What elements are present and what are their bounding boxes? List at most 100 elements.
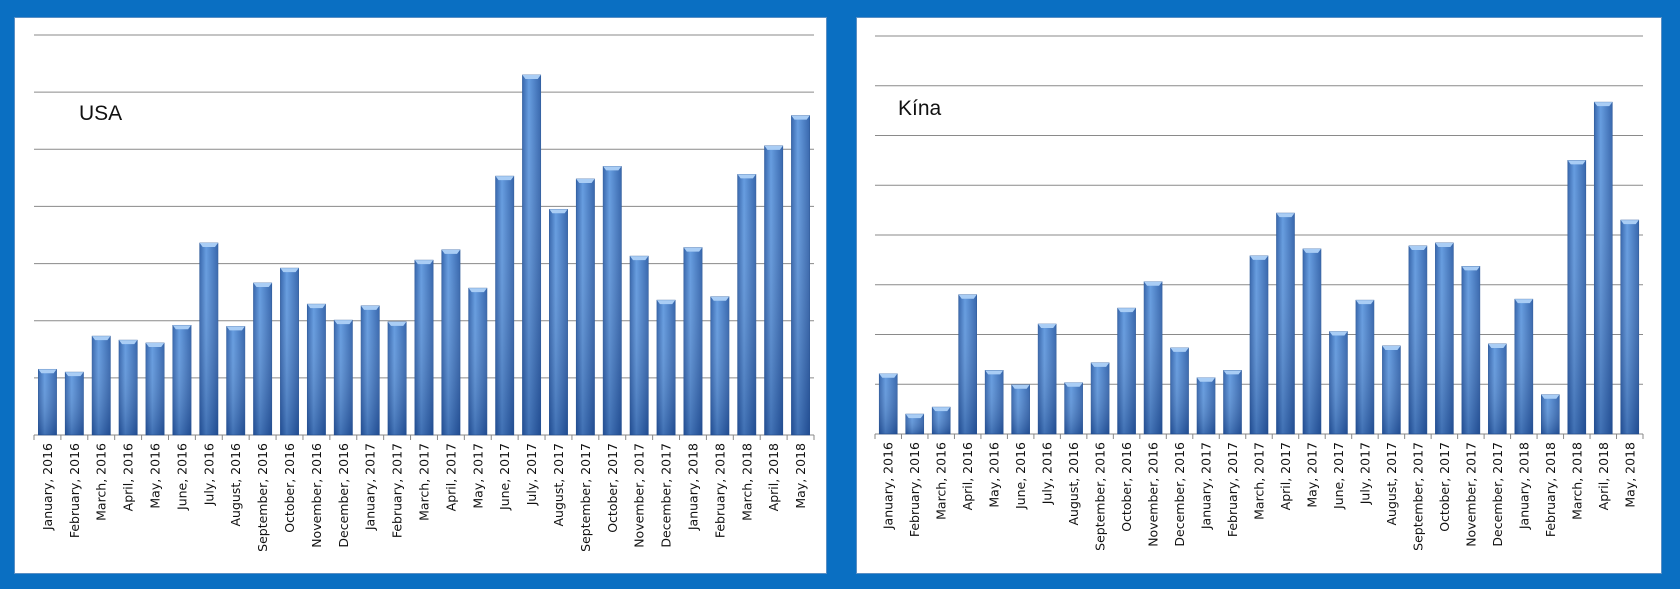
x-tick-label: December, 2016 [1172, 442, 1187, 547]
china-chart: January, 2016 February, 2016 March, 2016 Ap… [874, 35, 1644, 551]
x-tick-label: February, 2017 [390, 443, 405, 538]
x-tick-label: September, 2017 [1410, 442, 1425, 551]
bar-shade [1541, 394, 1560, 434]
x-tick-label: April, 2016 [121, 443, 136, 511]
bar-cap [958, 294, 977, 299]
bar-shade [361, 305, 380, 435]
x-tick-label: January, 2017 [1199, 442, 1214, 530]
bar-shade [932, 407, 951, 434]
bar-shade [65, 372, 84, 435]
bar-cap [1567, 160, 1586, 165]
bar-shade [1302, 248, 1321, 434]
bar-shade [1435, 242, 1454, 434]
x-tick-label: March, 2017 [1252, 442, 1267, 520]
bar-cap [253, 283, 272, 287]
bar-cap [118, 340, 138, 345]
bar-cap [1594, 102, 1613, 107]
bar-cap [1514, 299, 1533, 304]
x-tick-label: January, 2017 [363, 443, 378, 531]
bar-cap [1488, 343, 1507, 348]
bar-shade [172, 325, 192, 435]
x-tick-label: April, 2016 [960, 442, 975, 510]
x-tick-label: July, 2016 [201, 443, 216, 506]
bar-shade [1408, 245, 1427, 434]
x-tick-label: November, 2016 [1146, 442, 1161, 547]
x-tick-label: June, 2017 [497, 443, 512, 511]
bar-shade [576, 179, 595, 435]
x-tick-label: November, 2017 [632, 443, 647, 548]
bar-shade [1197, 377, 1216, 434]
x-tick-label: March, 2016 [934, 442, 949, 520]
x-tick-label: August, 2017 [1384, 442, 1399, 526]
bar-cap [603, 166, 622, 171]
bar-cap [1302, 248, 1321, 253]
x-tick-label: March, 2018 [1569, 442, 1584, 520]
bar-shade [145, 343, 165, 435]
bar-cap [1144, 281, 1163, 286]
bar-cap [522, 75, 541, 79]
bar-shade [1461, 266, 1480, 434]
bar-shade [1514, 299, 1533, 434]
x-tick-label: April, 2017 [1278, 442, 1293, 510]
bar-cap [1197, 377, 1216, 382]
bar-cap [710, 296, 730, 301]
x-tick-label: January, 2016 [881, 442, 896, 530]
x-tick-label: May, 2016 [148, 443, 163, 509]
china-chart-panel: January, 2016 February, 2016 March, 2016 Ap… [856, 17, 1662, 574]
x-tick-label: September, 2016 [255, 443, 270, 552]
bar-shade [1091, 362, 1110, 434]
bar-cap [1461, 266, 1480, 271]
usa-chart-panel: January, 2016 February, 2016 March, 2016 Ap… [14, 17, 827, 574]
chart-title-usa: USA [79, 102, 123, 125]
chart-title-china: Kína [898, 97, 942, 120]
bar-shade [1064, 382, 1083, 434]
bar-shade [630, 256, 649, 435]
bar-cap [791, 115, 810, 120]
x-tick-label: February, 2017 [1225, 442, 1240, 537]
bar-shade [522, 75, 541, 435]
bar-cap [985, 370, 1004, 375]
bar-cap [199, 243, 218, 247]
x-tick-label: August, 2017 [551, 443, 566, 527]
bar-shade [656, 300, 676, 435]
bar-shade [549, 209, 568, 435]
bar-cap [1329, 331, 1348, 336]
bar-cap [38, 369, 57, 374]
bar-cap [879, 373, 898, 378]
bar-shade [1329, 331, 1348, 434]
bar-cap [1170, 347, 1189, 352]
bar-shade [253, 283, 272, 435]
x-tick-label: February, 2016 [907, 442, 922, 537]
bar-shade [1144, 281, 1163, 434]
bar-shade [683, 247, 703, 435]
bar-shade [495, 176, 514, 435]
bar-shade [468, 288, 487, 435]
x-tick-label: September, 2016 [1093, 442, 1108, 551]
bar-cap [630, 256, 649, 261]
bar-shade [1567, 160, 1586, 434]
bar-shade [1620, 220, 1639, 434]
x-tick-label: May, 2018 [793, 443, 808, 509]
bar-shade [791, 115, 810, 436]
bar-cap [307, 304, 326, 309]
bar-shade [199, 243, 218, 435]
bar-cap [145, 343, 165, 347]
bar-shade [1355, 300, 1374, 434]
x-tick-label: October, 2017 [1437, 442, 1452, 532]
bar-cap [764, 145, 783, 150]
bar-cap [334, 320, 353, 325]
bar-shade [905, 414, 924, 434]
bar-shade [1117, 308, 1136, 434]
x-tick-label: May, 2016 [987, 442, 1002, 508]
bar-cap [1011, 384, 1030, 389]
x-tick-label: March, 2017 [417, 443, 432, 521]
bar-cap [1091, 362, 1110, 367]
bar-shade [1249, 255, 1269, 434]
bar-cap [1541, 394, 1560, 399]
bar-cap [576, 179, 595, 183]
bar-cap [172, 325, 192, 330]
bar-shade [441, 249, 461, 435]
bar-shade [334, 320, 353, 435]
bar-shade [1488, 343, 1507, 434]
x-tick-label: December, 2017 [1490, 442, 1505, 547]
